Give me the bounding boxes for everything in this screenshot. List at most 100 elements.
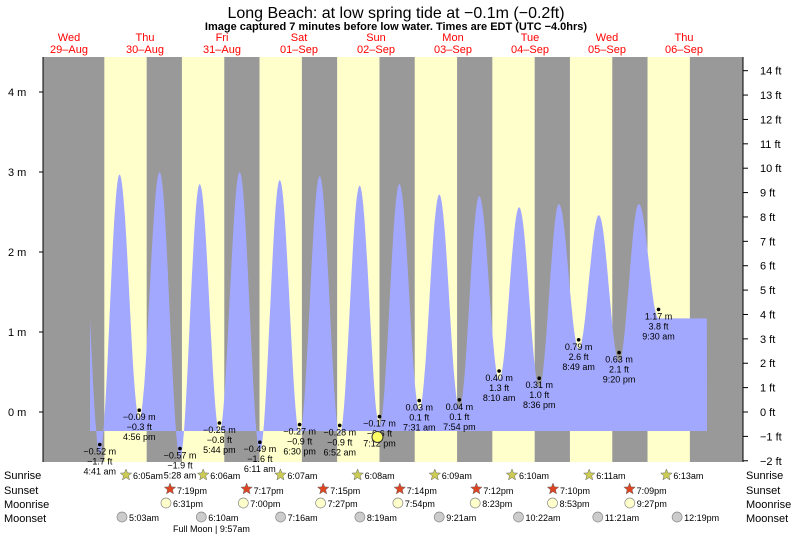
sunset-label-left: Sunset [4, 485, 38, 497]
sunrise-label-right: Sunrise [746, 470, 783, 482]
low-tide-label: 1.3 ft [489, 383, 510, 393]
low-tide-label: 6:30 pm [283, 447, 316, 457]
sunset-time: 7:15pm [330, 486, 360, 496]
low-tide-label: 5:28 am [164, 471, 197, 481]
sunset-time: 7:19pm [177, 486, 207, 496]
left-axis-tick-label: 2 m [8, 247, 26, 259]
date-header-date: 05–Sep [588, 44, 626, 56]
right-axis-tick-label: 2 ft [760, 358, 775, 370]
moonset-icon [354, 511, 366, 523]
right-axis-tick-label: 14 ft [760, 66, 781, 78]
low-tide-label: −0.9 ft [287, 437, 313, 447]
left-axis-meters: 4 m 3 m 2 m 1 m 0 m [8, 57, 44, 462]
date-header-weekday: Fri [216, 32, 229, 44]
low-tide-label: 2.1 ft [609, 365, 630, 375]
sunrise-label-left: Sunrise [4, 470, 41, 482]
right-axis-tick-label: 9 ft [760, 188, 775, 200]
moonrise-icon [392, 497, 404, 509]
low-tide-point [258, 440, 262, 445]
date-header: Wed29–AugThu30–AugFri31–AugSat01–SepSun0… [50, 32, 703, 56]
moonrise-time: 6:31pm [173, 499, 203, 509]
low-tide-point [217, 421, 222, 425]
sunrise-time: 6:06am [210, 471, 240, 481]
low-tide-label: 6:52 am [323, 447, 356, 457]
moonset-time: 7:16am [288, 513, 318, 523]
low-tide-labels: −0.52 m−1.7 ft4:41 am −0.09 m−0.3 ft4:56 … [83, 307, 675, 481]
low-tide-label: −0.17 m [363, 419, 396, 429]
right-axis-tick-label: 0 ft [760, 407, 775, 419]
sunrise-icon [428, 468, 442, 481]
date-header-date: 03–Sep [434, 44, 472, 56]
low-tide-point [417, 398, 422, 403]
low-tide-label: 0.40 m [485, 373, 513, 383]
astronomy-rows: Sunrise Sunset Moonrise Moonset Sunrise … [4, 468, 791, 534]
sunrise-icon [582, 468, 596, 481]
right-axis-tick-label: −2 ft [760, 456, 782, 468]
right-axis-tick-label: 8 ft [760, 212, 775, 224]
low-tide-label: 2.6 ft [569, 352, 590, 362]
low-tide-label: −0.27 m [283, 427, 316, 437]
low-tide-point [297, 422, 302, 427]
left-axis-tick-label: 0 m [8, 407, 26, 419]
sunrise-time: 6:10am [519, 471, 549, 481]
date-header-weekday: Wed [596, 32, 618, 44]
date-header-date: 30–Aug [126, 44, 164, 56]
low-tide-label: 7:54 pm [443, 422, 476, 432]
moonset-icon [275, 511, 286, 523]
right-axis-tick-label: 11 ft [760, 139, 781, 151]
low-tide-label: 7:12 pm [363, 439, 396, 449]
low-tide-label: −0.25 m [203, 425, 236, 435]
low-tide-label: 6:11 am [244, 464, 276, 474]
plot-area: −0.52 m−1.7 ft4:41 am −0.09 m−0.3 ft4:56 … [43, 57, 743, 481]
left-axis-tick-label: 1 m [8, 327, 26, 339]
date-header-weekday: Thu [136, 32, 155, 44]
moonset-label-right: Moonset [746, 513, 788, 525]
date-header-weekday: Sun [366, 32, 386, 44]
date-header-date: 29–Aug [50, 44, 88, 56]
low-tide-point [656, 307, 661, 312]
low-tide-label: 0.03 m [405, 403, 433, 413]
low-tide-label: 0.04 m [446, 402, 474, 412]
low-tide-label: 4:56 pm [123, 432, 156, 442]
low-tide-point [497, 369, 501, 373]
sunrise-icon [505, 468, 519, 481]
chart-title: Long Beach: at low spring tide at −0.1m … [227, 5, 564, 22]
low-tide-label: 9:30 am [642, 331, 675, 341]
left-axis-tick-label: 4 m [8, 87, 26, 99]
sunset-icon [163, 482, 177, 495]
moonset-icon [433, 511, 445, 523]
right-axis-tick-label: −1 ft [760, 431, 782, 443]
sunset-icon [470, 482, 483, 495]
low-tide-label: 8:10 am [483, 393, 516, 403]
low-tide-point [617, 350, 621, 355]
moonset-time: 6:10am [208, 513, 238, 523]
sunset-time: 7:09pm [637, 486, 667, 496]
tide-curve [90, 172, 707, 458]
low-tide-label: 3.8 ft [649, 321, 670, 331]
low-tide-label: −1.7 ft [87, 457, 113, 467]
moonrise-icon [315, 497, 326, 509]
date-header-weekday: Sat [291, 32, 308, 44]
sunrise-icon [196, 468, 210, 481]
right-axis-tick-label: 1 ft [760, 383, 775, 395]
sunset-icon [623, 482, 636, 495]
low-tide-label: 0.31 m [525, 380, 553, 390]
right-axis-tick-label: 6 ft [760, 261, 775, 273]
low-tide-label: −0.28 m [323, 427, 356, 437]
low-tide-label: −0.9 ft [327, 437, 353, 447]
moonrise-icon [469, 497, 481, 509]
low-tide-label: 5:44 pm [203, 445, 236, 455]
low-tide-point [97, 442, 102, 447]
right-axis-tick-label: 5 ft [760, 285, 775, 297]
sunrise-time: 6:05am [133, 471, 163, 481]
moonrise-icon [624, 497, 636, 509]
low-tide-label: −0.8 ft [207, 435, 233, 445]
moonset-icon [592, 511, 604, 523]
moonrise-time: 8:23pm [482, 499, 512, 509]
low-tide-label: 0.79 m [565, 342, 593, 352]
low-tide-label: 8:36 pm [523, 400, 556, 410]
moonrise-icon [160, 497, 172, 509]
sunrise-time: 6:08am [365, 471, 395, 481]
moonrise-label-left: Moonrise [4, 499, 49, 511]
